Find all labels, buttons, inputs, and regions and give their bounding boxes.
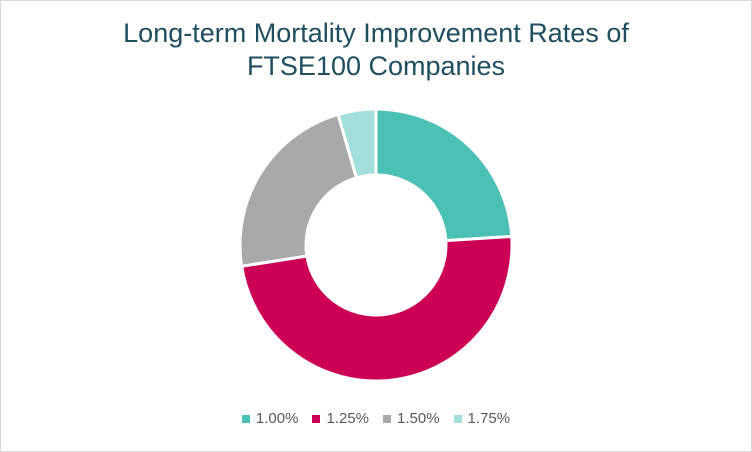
legend-item: 1.75% [453, 410, 511, 427]
legend-label: 1.75% [467, 410, 511, 427]
chart-title-line-1: Long-term Mortality Improvement Rates of [123, 18, 629, 48]
chart-legend: 1.00% 1.25% 1.50% 1.75% [0, 410, 752, 427]
legend-label: 1.25% [326, 410, 369, 427]
donut-slice-125 [239, 234, 514, 383]
legend-label: 1.00% [255, 410, 299, 427]
legend-item: 1.25% [312, 410, 369, 427]
legend-item: 1.50% [383, 410, 440, 427]
donut-slice-100 [374, 107, 514, 243]
donut-slice-150 [238, 112, 359, 268]
legend-swatch [453, 414, 462, 423]
chart-title: Long-term Mortality Improvement Rates of… [0, 17, 752, 83]
legend-swatch [241, 414, 250, 423]
legend-item: 1.00% [241, 410, 299, 427]
legend-swatch [312, 414, 321, 423]
legend-swatch [383, 414, 391, 423]
chart-title-line-2: FTSE100 Companies [246, 51, 506, 81]
donut-slice-175 [336, 107, 378, 180]
legend-label: 1.50% [397, 410, 440, 427]
